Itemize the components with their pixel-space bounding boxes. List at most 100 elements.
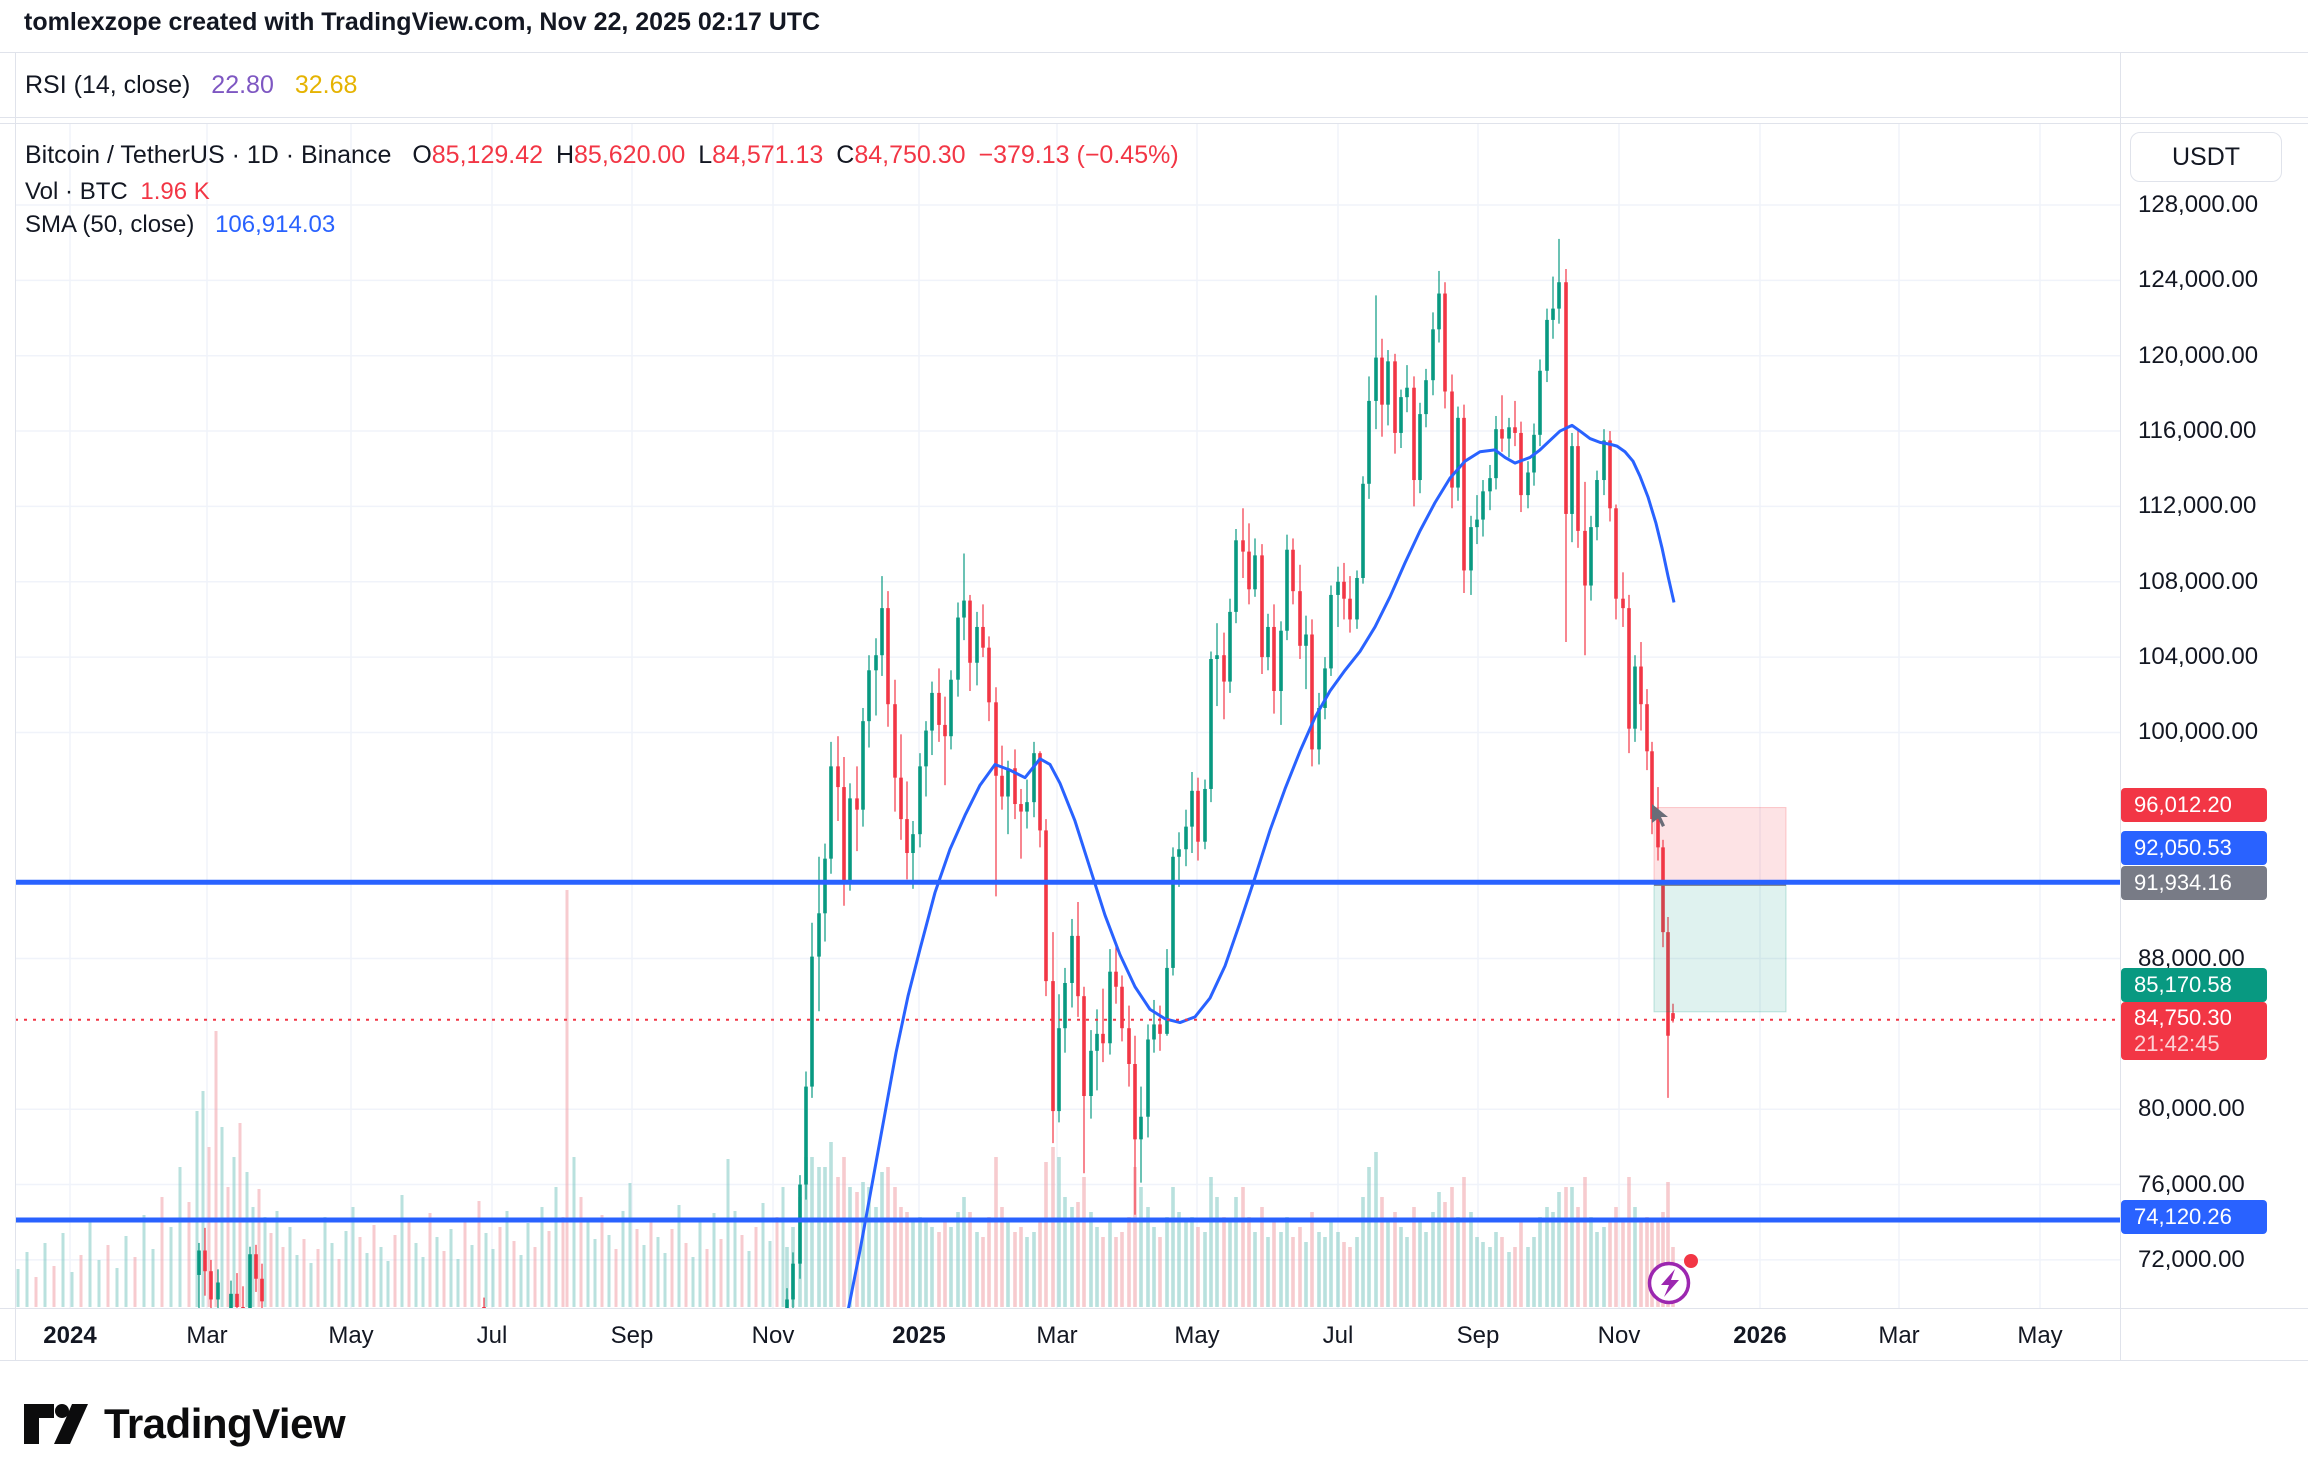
volume-bar (88, 1222, 92, 1307)
volume-bar (1650, 1222, 1654, 1307)
candle-body (911, 834, 915, 854)
volume-bar (663, 1253, 667, 1307)
currency-toggle-button[interactable]: USDT (2130, 132, 2282, 182)
volume-bar (607, 1235, 611, 1307)
volume-bar (628, 1183, 632, 1307)
volume-bar (505, 1211, 509, 1307)
time-axis-label[interactable]: 2026 (1733, 1322, 1787, 1349)
time-axis-label[interactable]: Sep (1456, 1322, 1500, 1349)
volume-bar (1165, 1217, 1169, 1307)
volume-bar (269, 1233, 273, 1307)
candle-body (203, 1250, 207, 1272)
volume-bar (1361, 1197, 1365, 1307)
candle-body (1424, 380, 1428, 415)
candle-body (867, 670, 871, 722)
volume-bar (1285, 1217, 1289, 1307)
volume-bar (893, 1187, 897, 1307)
time-axis-label[interactable]: May (328, 1322, 374, 1349)
candle-body (1095, 1033, 1099, 1051)
volume-bar (160, 1197, 164, 1307)
candle-body (1241, 540, 1245, 552)
volume-bar (106, 1245, 110, 1307)
main-pane-border-top[interactable] (0, 123, 2308, 124)
volume-legend[interactable]: Vol · BTC 1.96 K (25, 178, 210, 206)
time-axis-label[interactable]: Mar (186, 1322, 228, 1349)
time-axis-label[interactable]: May (1174, 1322, 1220, 1349)
time-axis-label[interactable]: Sep (610, 1322, 654, 1349)
symbol-legend[interactable]: Bitcoin / TetherUS · 1D · Binance O85,12… (25, 141, 1179, 170)
candle-body (1399, 397, 1403, 433)
time-axis-label[interactable]: Nov (1597, 1322, 1641, 1349)
volume-bar (421, 1257, 425, 1307)
candle-body (861, 721, 865, 810)
candle-body (1386, 361, 1390, 405)
lightning-alert-icon[interactable] (1647, 1254, 1699, 1305)
candle-body (1310, 634, 1314, 750)
mouse-cursor-icon (1652, 804, 1668, 827)
candle-body (1165, 967, 1169, 1034)
candle-body (1203, 788, 1207, 842)
volume-bar (1488, 1247, 1492, 1307)
short-target-zone[interactable] (1653, 883, 1787, 1013)
price-tick-label: 104,000.00 (2138, 643, 2259, 671)
price-badge: 84,750.30 21:42:45 (2121, 1002, 2267, 1060)
candle-body (962, 600, 966, 618)
rsi-legend[interactable]: RSI (14, close) 22.80 32.68 (25, 71, 357, 100)
volume-bar (740, 1235, 744, 1307)
candle-body (1076, 935, 1080, 997)
time-axis-label[interactable]: Nov (751, 1322, 795, 1349)
time-axis-label[interactable]: Jul (476, 1322, 508, 1349)
candle-body (1209, 658, 1213, 789)
candle-body (1190, 790, 1194, 827)
volume-bar (1253, 1232, 1257, 1307)
close-value: 84,750.30 (854, 141, 966, 169)
candle-body (1108, 971, 1112, 1044)
price-tick-label: 112,000.00 (2138, 492, 2257, 520)
volume-bar (1266, 1237, 1270, 1307)
volume-bar (195, 1111, 199, 1307)
candle-body (1589, 527, 1593, 586)
volume-bar (1329, 1222, 1333, 1307)
volume-bar (323, 1217, 327, 1307)
volume-bar (25, 1252, 29, 1307)
time-axis-label[interactable]: 2025 (892, 1322, 946, 1349)
sma-line[interactable] (847, 423, 1676, 1310)
volume-bar (656, 1237, 660, 1307)
candle-body (1666, 932, 1670, 1036)
volume-bar (1304, 1242, 1308, 1307)
volume-bar (232, 1157, 236, 1307)
volume-bar (1627, 1177, 1631, 1307)
time-axis-label[interactable]: Jul (1322, 1322, 1354, 1349)
time-axis-label[interactable]: 2024 (43, 1322, 97, 1349)
candle-body (994, 702, 998, 776)
volume-bar (428, 1213, 432, 1307)
time-axis-label[interactable]: Mar (1878, 1322, 1920, 1349)
candle-body (1032, 753, 1036, 803)
volume-bar (358, 1237, 362, 1307)
sma-legend[interactable]: SMA (50, close) 106,914.03 (25, 211, 335, 239)
volume-bar (712, 1213, 716, 1307)
candle-body (1633, 666, 1637, 729)
candle-body (1133, 1063, 1137, 1140)
volume-bar (245, 1172, 249, 1307)
volume-bar (1621, 1222, 1625, 1307)
price-badge: 74,120.26 (2121, 1200, 2267, 1234)
volume-bar (372, 1225, 376, 1307)
candle-body (1608, 440, 1612, 509)
time-axis-label[interactable]: May (2017, 1322, 2063, 1349)
candle-body (1171, 856, 1175, 968)
volume-bar (775, 1217, 779, 1307)
time-axis-label[interactable]: Mar (1036, 1322, 1078, 1349)
short-stop-zone[interactable] (1653, 807, 1787, 885)
volume-bar (747, 1251, 751, 1307)
volume-bar (1532, 1237, 1536, 1307)
volume-bar (1006, 1222, 1010, 1307)
volume-bar (519, 1255, 523, 1307)
candle-body (1462, 417, 1466, 571)
price-axis-separator[interactable] (2120, 52, 2121, 1360)
candle-body (823, 858, 827, 914)
plot-area[interactable] (15, 123, 2120, 1354)
volume-bar (1152, 1227, 1156, 1307)
rsi-pane-border-bottom[interactable] (0, 117, 2308, 118)
